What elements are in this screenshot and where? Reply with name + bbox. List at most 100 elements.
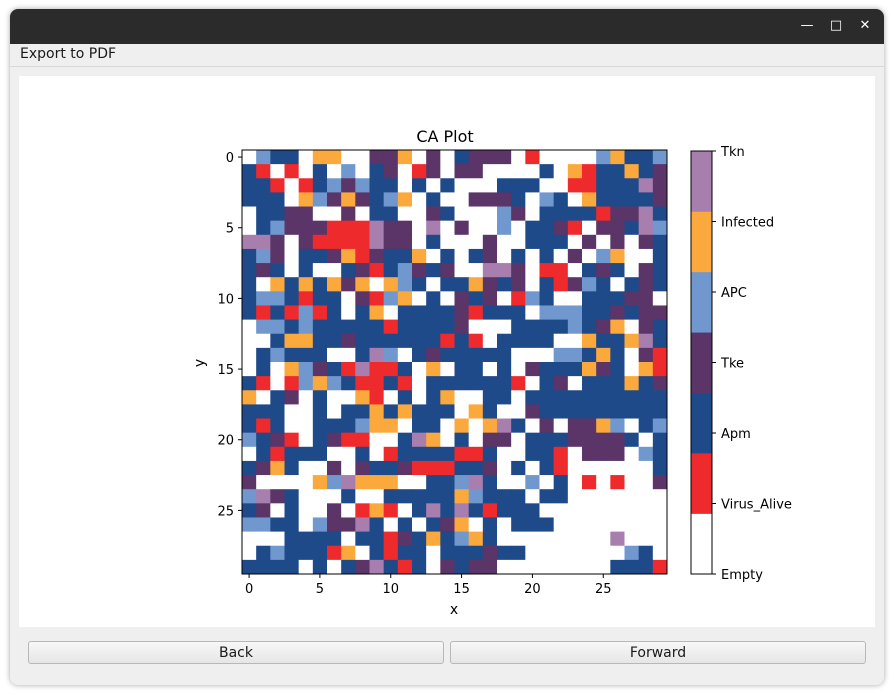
heatmap-cell bbox=[242, 192, 257, 207]
heatmap-cell bbox=[412, 220, 427, 236]
heatmap-cell bbox=[539, 446, 555, 462]
heatmap-cell bbox=[355, 376, 370, 391]
heatmap-cell bbox=[426, 277, 441, 292]
heatmap-cell bbox=[256, 263, 271, 278]
heatmap-cell bbox=[468, 559, 484, 575]
heatmap-cell bbox=[383, 432, 399, 448]
heatmap-cell bbox=[383, 517, 399, 532]
heatmap-cell bbox=[497, 248, 512, 264]
heatmap-cell bbox=[270, 446, 285, 462]
heatmap-cell bbox=[468, 277, 484, 292]
heatmap-cell bbox=[312, 248, 328, 264]
heatmap-cell bbox=[582, 347, 597, 363]
heatmap-cell bbox=[284, 418, 300, 434]
heatmap-cell bbox=[242, 475, 257, 490]
heatmap-cell bbox=[383, 248, 399, 264]
heatmap-cell bbox=[426, 333, 441, 349]
heatmap-cell bbox=[525, 150, 540, 165]
heatmap-cell bbox=[497, 220, 512, 236]
heatmap-cell bbox=[582, 220, 597, 236]
heatmap-cell bbox=[497, 291, 512, 306]
heatmap-cell bbox=[539, 489, 555, 504]
heatmap-cell bbox=[270, 376, 285, 391]
heatmap-cell bbox=[567, 390, 583, 405]
heatmap-cell bbox=[638, 404, 654, 419]
heatmap-cell bbox=[383, 263, 399, 278]
forward-button[interactable]: Forward bbox=[450, 641, 866, 664]
heatmap-cell bbox=[511, 503, 526, 518]
heatmap-cell bbox=[440, 305, 455, 320]
heatmap-cell bbox=[610, 150, 625, 165]
heatmap-cell bbox=[596, 178, 611, 193]
heatmap-cell bbox=[539, 418, 555, 434]
heatmap-cell bbox=[638, 291, 654, 306]
heatmap-cell bbox=[369, 263, 385, 278]
minimize-icon[interactable]: — bbox=[800, 18, 814, 33]
heatmap-cell bbox=[454, 178, 470, 193]
heatmap-cell bbox=[596, 531, 611, 547]
heatmap-cell bbox=[468, 234, 484, 250]
colorbar-segment bbox=[691, 211, 712, 273]
heatmap-cell bbox=[270, 164, 285, 179]
heatmap-cell bbox=[567, 291, 583, 306]
heatmap-cell bbox=[610, 362, 625, 377]
heatmap-cell bbox=[624, 220, 640, 236]
heatmap-cell bbox=[482, 362, 498, 377]
heatmap-cell bbox=[426, 192, 441, 207]
colorbar-segment bbox=[691, 513, 712, 575]
heatmap-cell bbox=[652, 263, 668, 278]
heatmap-cell bbox=[284, 192, 300, 207]
heatmap-cell bbox=[412, 503, 427, 518]
heatmap-cell bbox=[624, 234, 640, 250]
heatmap-cell bbox=[497, 164, 512, 179]
close-icon[interactable]: ✕ bbox=[859, 18, 871, 33]
maximize-icon[interactable]: □ bbox=[829, 18, 843, 33]
heatmap-cell bbox=[511, 531, 526, 547]
heatmap-cell bbox=[426, 545, 441, 561]
heatmap-cell bbox=[652, 531, 668, 547]
heatmap-cell bbox=[412, 305, 427, 320]
heatmap-cell bbox=[567, 333, 583, 349]
menu-export-pdf[interactable]: Export to PDF bbox=[20, 46, 117, 62]
heatmap-cell bbox=[242, 489, 257, 504]
heatmap-cell bbox=[497, 150, 512, 165]
heatmap-cell bbox=[383, 234, 399, 250]
heatmap-cell bbox=[525, 545, 540, 561]
heatmap-cell bbox=[553, 206, 569, 222]
heatmap-cell bbox=[652, 376, 668, 391]
heatmap-cell bbox=[468, 192, 484, 207]
heatmap-cell bbox=[341, 376, 356, 391]
heatmap-cell bbox=[284, 164, 300, 179]
heatmap-cell bbox=[468, 489, 484, 504]
heatmap-cell bbox=[369, 489, 385, 504]
plot-canvas: CA Plot 0 5 10 15 20 25 0 5 10 15 20 25 x y Empty V… bbox=[19, 76, 875, 627]
x-tick-label: 5 bbox=[316, 582, 324, 597]
heatmap-cell bbox=[596, 291, 611, 306]
heatmap-cell bbox=[341, 503, 356, 518]
heatmap-cell bbox=[482, 291, 498, 306]
heatmap-cell bbox=[341, 305, 356, 320]
heatmap-cell bbox=[511, 305, 526, 320]
heatmap-cell bbox=[454, 234, 470, 250]
heatmap-cell bbox=[369, 531, 385, 547]
heatmap-cell bbox=[412, 390, 427, 405]
heatmap-cell bbox=[638, 234, 654, 250]
heatmap-cell bbox=[397, 376, 413, 391]
heatmap-cell bbox=[355, 333, 370, 349]
heatmap-cell bbox=[539, 333, 555, 349]
heatmap-cell bbox=[397, 559, 413, 575]
heatmap-cell bbox=[242, 291, 257, 306]
y-tick-label: 25 bbox=[217, 504, 234, 519]
heatmap-cell bbox=[312, 559, 328, 575]
heatmap-cell bbox=[369, 150, 385, 165]
heatmap-cell bbox=[596, 432, 611, 448]
colorbar-label: Apm bbox=[721, 427, 751, 442]
back-button[interactable]: Back bbox=[28, 641, 444, 664]
heatmap-cell bbox=[610, 192, 625, 207]
heatmap-cell bbox=[638, 347, 654, 363]
heatmap-cell bbox=[497, 362, 512, 377]
heatmap-cell bbox=[624, 376, 640, 391]
heatmap-cell bbox=[242, 248, 257, 264]
heatmap-cell bbox=[426, 559, 441, 575]
heatmap-cell bbox=[284, 559, 300, 575]
